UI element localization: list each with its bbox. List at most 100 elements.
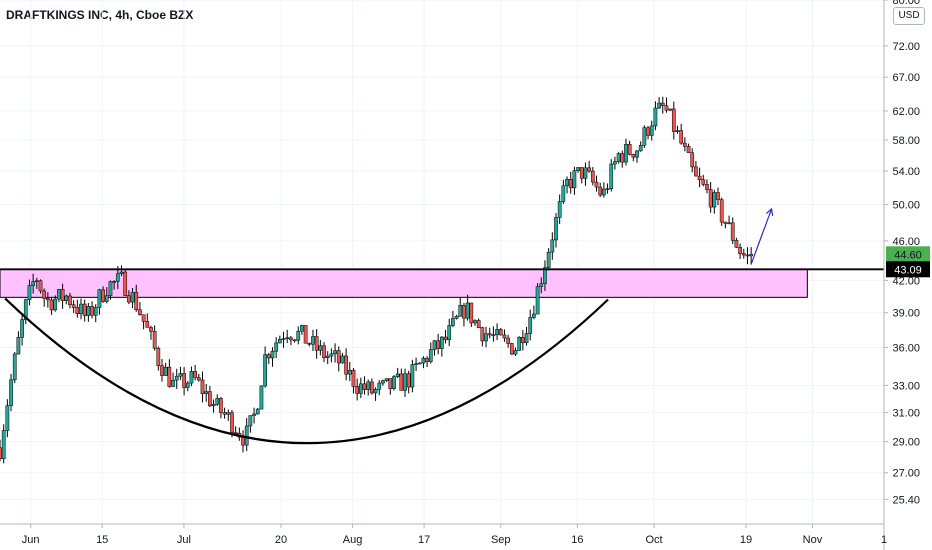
- x-tick-label: 16: [571, 534, 583, 546]
- candle-body: [303, 325, 308, 344]
- y-tick-label: 36.00: [892, 343, 920, 355]
- candle-body: [657, 102, 661, 109]
- candle-body: [712, 192, 717, 208]
- candle-body: [572, 170, 577, 189]
- candle-body: [296, 330, 301, 341]
- candle-body: [406, 373, 411, 388]
- candle-body: [462, 304, 466, 319]
- candle-body: [318, 345, 323, 351]
- y-tick-label: 72.00: [892, 41, 920, 53]
- candle-body: [93, 307, 98, 316]
- price-badge-label: 43.09: [894, 264, 922, 276]
- candle-body: [414, 363, 418, 365]
- candle-body: [487, 333, 492, 336]
- candle-body: [149, 327, 153, 332]
- candle-body: [119, 271, 124, 275]
- candle-body: [174, 375, 179, 381]
- candle-body: [480, 327, 485, 342]
- candle-body: [42, 290, 47, 299]
- candle-body: [590, 170, 595, 183]
- candle-body: [163, 366, 168, 376]
- candle-body: [336, 350, 341, 364]
- candle-body: [127, 295, 131, 303]
- candle-body: [532, 313, 536, 318]
- candle-body: [16, 337, 21, 355]
- candle-body: [362, 383, 367, 390]
- x-tick-label: Jun: [22, 534, 40, 546]
- candle-body: [421, 357, 426, 364]
- candle-body: [381, 380, 385, 384]
- candle-body: [741, 253, 746, 256]
- candle-body: [193, 371, 198, 378]
- projection-arrow-head: [765, 207, 774, 216]
- candle-body: [730, 222, 735, 241]
- candle-body: [436, 340, 441, 349]
- candle-body: [605, 188, 610, 190]
- candle-body: [53, 298, 58, 311]
- candle-body: [255, 408, 260, 415]
- candle-body: [598, 186, 603, 196]
- candle-body: [20, 319, 24, 338]
- y-tick-label: 33.00: [892, 380, 920, 392]
- currency-badge[interactable]: USD: [893, 7, 925, 25]
- candle-body: [395, 373, 400, 377]
- candle-body: [241, 436, 245, 446]
- candle-body: [219, 398, 223, 413]
- candle-body: [358, 383, 363, 394]
- x-tick-label: 20: [275, 534, 287, 546]
- candle-body: [473, 320, 477, 324]
- candle-body: [182, 373, 186, 388]
- candle-body: [285, 337, 290, 340]
- candle-body: [451, 318, 455, 326]
- y-tick-label: 62.00: [892, 106, 920, 118]
- candle-body: [185, 382, 190, 388]
- candle-body: [49, 299, 54, 311]
- y-tick-label: 31.00: [892, 408, 920, 420]
- candle-body: [554, 217, 558, 241]
- candle-body: [167, 366, 172, 387]
- x-tick-label: 17: [418, 534, 430, 546]
- candle-body: [719, 199, 724, 223]
- candle-body: [521, 337, 525, 344]
- candle-body: [568, 178, 573, 189]
- candle-body: [550, 239, 555, 253]
- candle-body: [152, 331, 157, 349]
- candle-body: [160, 365, 164, 376]
- candle-body: [90, 306, 94, 316]
- candle-body: [469, 302, 474, 324]
- candle-body: [329, 353, 334, 357]
- candle-body: [439, 336, 444, 349]
- candle-body: [498, 329, 503, 336]
- candle-body: [156, 347, 161, 366]
- candle-body: [101, 289, 105, 302]
- candle-body: [211, 404, 216, 407]
- cup-curve: [4, 297, 609, 445]
- candle-body: [491, 334, 496, 337]
- candle-body: [602, 188, 606, 196]
- candle-body: [325, 355, 330, 359]
- candle-body: [576, 167, 580, 171]
- x-tick-label: Jul: [177, 534, 191, 546]
- candle-body: [115, 273, 120, 282]
- candle-body: [646, 127, 650, 136]
- candle-body: [524, 333, 529, 344]
- candle-body: [749, 254, 753, 257]
- candle-body: [392, 376, 396, 389]
- candle-body: [502, 334, 507, 339]
- x-tick-label: 15: [96, 534, 108, 546]
- candle-body: [694, 166, 698, 177]
- candle-body: [366, 381, 371, 390]
- candle-body: [642, 127, 647, 146]
- candle-body: [259, 385, 264, 410]
- candle-body: [68, 295, 72, 305]
- candle-body: [123, 271, 128, 296]
- candle-body: [697, 175, 702, 181]
- candle-body: [130, 292, 135, 303]
- candle-body: [388, 378, 393, 389]
- price-badge-label: 44.60: [894, 249, 922, 261]
- candle-body: [535, 286, 540, 315]
- candle-body: [443, 336, 448, 341]
- candle-body: [230, 412, 234, 433]
- candle-body: [506, 337, 510, 344]
